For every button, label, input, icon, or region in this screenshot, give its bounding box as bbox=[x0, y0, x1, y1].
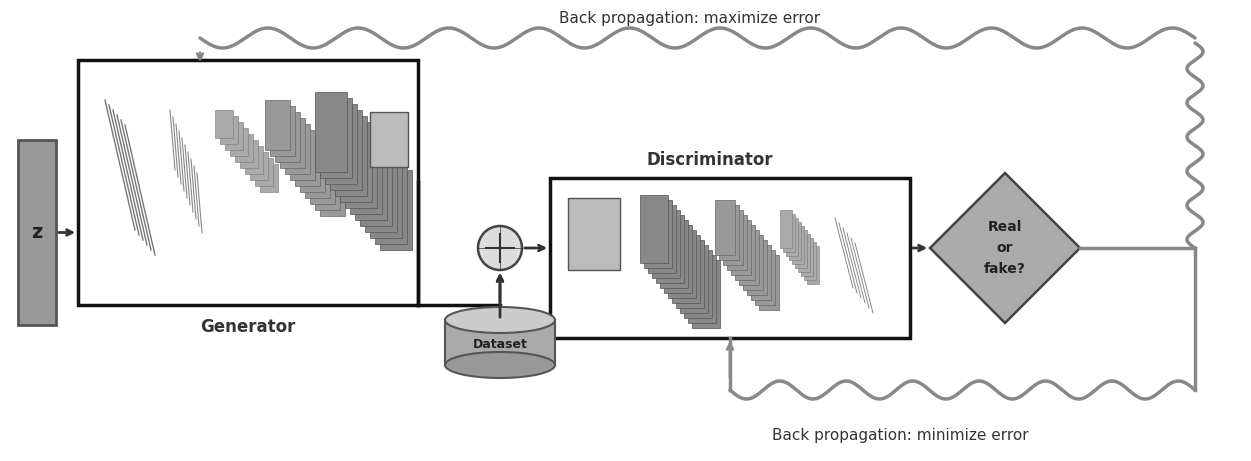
Bar bbox=[260, 164, 278, 192]
Bar bbox=[370, 112, 408, 167]
Circle shape bbox=[478, 226, 522, 270]
Bar bbox=[692, 260, 721, 328]
Bar bbox=[280, 118, 305, 168]
Text: Discriminator: Discriminator bbox=[647, 151, 773, 169]
Bar bbox=[801, 238, 813, 276]
Bar bbox=[250, 152, 268, 180]
Bar bbox=[275, 112, 300, 162]
Polygon shape bbox=[929, 173, 1080, 323]
Bar bbox=[445, 320, 555, 365]
Bar bbox=[736, 225, 756, 280]
Bar bbox=[220, 116, 238, 144]
Bar bbox=[365, 152, 397, 232]
Text: Back propagation: maximize error: Back propagation: maximize error bbox=[559, 11, 821, 25]
Bar bbox=[315, 160, 340, 210]
Bar bbox=[731, 220, 751, 275]
Bar bbox=[380, 170, 412, 250]
Bar bbox=[265, 100, 290, 150]
Bar bbox=[355, 140, 387, 220]
Bar bbox=[672, 235, 701, 303]
Bar bbox=[792, 226, 804, 264]
Bar bbox=[644, 200, 672, 268]
Bar bbox=[727, 215, 747, 270]
Bar bbox=[335, 116, 367, 196]
Bar bbox=[360, 146, 392, 226]
Bar bbox=[215, 110, 233, 138]
Bar bbox=[676, 240, 704, 308]
Bar bbox=[550, 178, 909, 338]
Bar bbox=[300, 142, 325, 192]
Bar bbox=[330, 110, 362, 190]
Bar bbox=[684, 250, 712, 318]
Bar bbox=[78, 60, 418, 305]
Bar bbox=[345, 128, 377, 208]
Bar bbox=[783, 214, 794, 252]
Bar bbox=[794, 230, 807, 268]
Bar bbox=[668, 230, 696, 298]
Bar bbox=[743, 235, 763, 290]
Bar bbox=[719, 205, 739, 260]
Bar bbox=[798, 234, 809, 272]
Bar bbox=[786, 218, 798, 256]
Bar bbox=[789, 222, 801, 260]
Bar bbox=[661, 220, 688, 288]
Bar bbox=[270, 106, 295, 156]
Bar bbox=[656, 215, 684, 283]
Bar bbox=[245, 146, 263, 174]
Bar bbox=[295, 136, 320, 186]
Bar bbox=[375, 164, 407, 244]
Bar bbox=[751, 245, 771, 300]
Bar bbox=[723, 210, 743, 265]
Bar bbox=[350, 134, 382, 214]
Bar bbox=[320, 98, 352, 178]
Bar bbox=[648, 205, 676, 273]
Bar bbox=[747, 240, 767, 295]
Bar bbox=[230, 128, 248, 156]
Bar bbox=[781, 210, 792, 248]
Bar bbox=[739, 230, 759, 285]
Bar bbox=[756, 250, 776, 305]
Bar bbox=[688, 255, 716, 323]
Bar bbox=[255, 158, 273, 186]
Text: Real
or
fake?: Real or fake? bbox=[985, 220, 1026, 276]
Bar bbox=[325, 104, 357, 184]
Bar bbox=[652, 210, 681, 278]
Bar bbox=[681, 245, 708, 313]
Bar bbox=[320, 166, 345, 216]
Bar bbox=[340, 122, 372, 202]
Ellipse shape bbox=[445, 307, 555, 333]
Text: Back propagation: minimize error: Back propagation: minimize error bbox=[772, 427, 1028, 443]
Bar bbox=[235, 134, 253, 162]
Text: Generator: Generator bbox=[200, 318, 295, 336]
Bar bbox=[305, 148, 330, 198]
Bar bbox=[225, 122, 243, 150]
Bar bbox=[568, 198, 620, 270]
Bar bbox=[664, 225, 692, 293]
Bar bbox=[315, 92, 347, 172]
Bar bbox=[290, 130, 315, 180]
Bar bbox=[370, 158, 402, 238]
Bar bbox=[641, 195, 668, 263]
Text: Dataset: Dataset bbox=[473, 338, 528, 351]
Text: z: z bbox=[31, 223, 43, 242]
Ellipse shape bbox=[445, 352, 555, 378]
Bar bbox=[285, 124, 310, 174]
Bar bbox=[804, 242, 816, 280]
Bar bbox=[716, 200, 736, 255]
Bar bbox=[240, 140, 258, 168]
Bar bbox=[807, 246, 819, 284]
Bar bbox=[310, 154, 335, 204]
Bar bbox=[759, 255, 779, 310]
Bar bbox=[18, 140, 56, 325]
